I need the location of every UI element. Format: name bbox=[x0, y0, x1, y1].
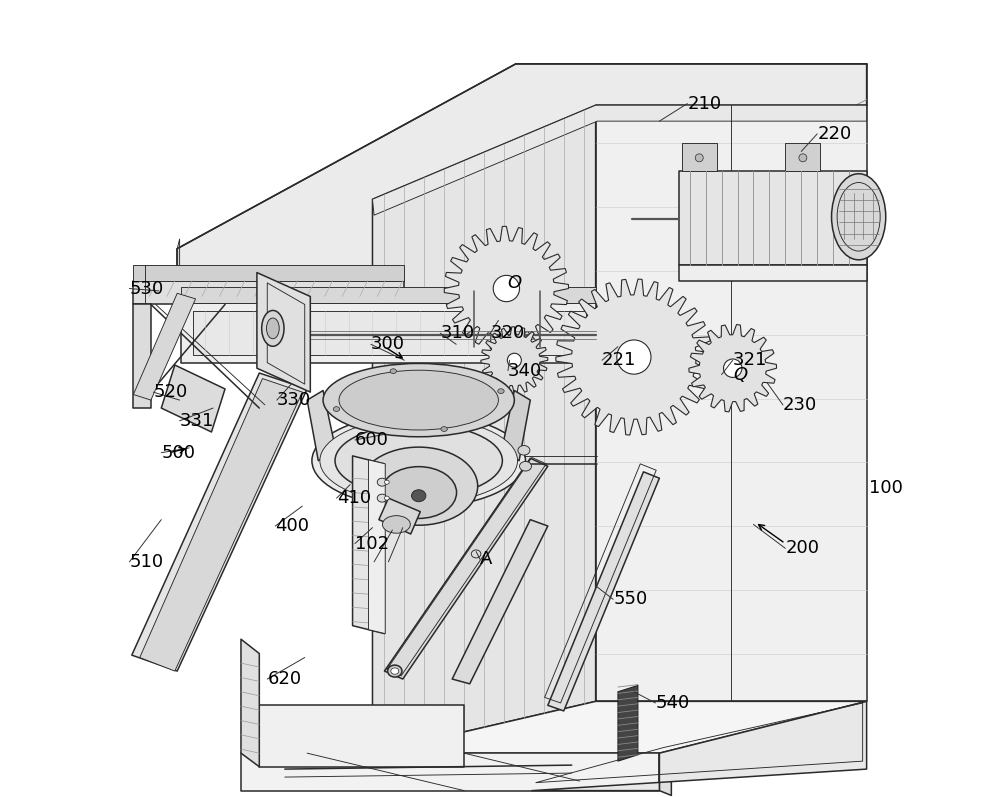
Text: 300: 300 bbox=[371, 336, 405, 353]
Polygon shape bbox=[259, 705, 464, 767]
Text: 400: 400 bbox=[275, 517, 309, 535]
Text: 321: 321 bbox=[733, 351, 767, 369]
Polygon shape bbox=[532, 701, 867, 791]
Polygon shape bbox=[133, 293, 196, 400]
Ellipse shape bbox=[312, 414, 526, 508]
Ellipse shape bbox=[381, 467, 457, 518]
Ellipse shape bbox=[441, 426, 447, 431]
Ellipse shape bbox=[266, 318, 279, 339]
Polygon shape bbox=[241, 639, 259, 767]
Ellipse shape bbox=[377, 494, 387, 502]
Text: 200: 200 bbox=[785, 540, 819, 557]
Polygon shape bbox=[481, 327, 548, 394]
Ellipse shape bbox=[832, 174, 886, 260]
Polygon shape bbox=[379, 498, 420, 534]
Polygon shape bbox=[133, 281, 404, 304]
Text: 100: 100 bbox=[869, 479, 903, 497]
Ellipse shape bbox=[320, 418, 518, 504]
Text: 550: 550 bbox=[613, 591, 647, 608]
Polygon shape bbox=[548, 472, 659, 711]
Polygon shape bbox=[353, 456, 384, 634]
Text: 220: 220 bbox=[817, 125, 851, 143]
Ellipse shape bbox=[518, 446, 530, 455]
Polygon shape bbox=[257, 273, 310, 392]
Polygon shape bbox=[181, 287, 596, 303]
Polygon shape bbox=[181, 303, 596, 363]
Ellipse shape bbox=[724, 359, 742, 378]
Polygon shape bbox=[679, 171, 867, 265]
Ellipse shape bbox=[498, 389, 504, 394]
Ellipse shape bbox=[390, 369, 396, 374]
Text: 221: 221 bbox=[602, 351, 636, 369]
Polygon shape bbox=[140, 379, 302, 671]
Text: 320: 320 bbox=[490, 324, 525, 342]
Text: 620: 620 bbox=[267, 670, 301, 688]
Ellipse shape bbox=[384, 496, 389, 501]
Polygon shape bbox=[618, 685, 638, 761]
Polygon shape bbox=[177, 239, 180, 279]
Text: 600: 600 bbox=[355, 431, 389, 449]
Text: 210: 210 bbox=[687, 95, 721, 112]
Text: 330: 330 bbox=[277, 391, 311, 409]
Text: 410: 410 bbox=[337, 489, 371, 507]
Ellipse shape bbox=[323, 363, 514, 437]
Text: 102: 102 bbox=[355, 535, 389, 552]
Polygon shape bbox=[682, 143, 717, 171]
Polygon shape bbox=[659, 753, 671, 795]
Polygon shape bbox=[372, 105, 596, 753]
Ellipse shape bbox=[507, 353, 521, 367]
Polygon shape bbox=[177, 64, 867, 279]
Text: 310: 310 bbox=[440, 324, 474, 342]
Ellipse shape bbox=[520, 461, 531, 471]
Polygon shape bbox=[368, 460, 385, 634]
Polygon shape bbox=[384, 458, 548, 679]
Polygon shape bbox=[193, 311, 586, 355]
Polygon shape bbox=[372, 701, 867, 753]
Text: Q: Q bbox=[734, 366, 748, 383]
Text: 520: 520 bbox=[153, 383, 188, 401]
Polygon shape bbox=[132, 373, 307, 671]
Ellipse shape bbox=[799, 154, 807, 162]
Text: 500: 500 bbox=[161, 444, 195, 461]
Text: 340: 340 bbox=[508, 362, 542, 379]
Ellipse shape bbox=[377, 478, 387, 486]
Ellipse shape bbox=[412, 489, 426, 502]
Ellipse shape bbox=[493, 276, 520, 302]
Ellipse shape bbox=[335, 424, 502, 497]
Polygon shape bbox=[502, 391, 530, 461]
Ellipse shape bbox=[388, 665, 402, 677]
Text: 510: 510 bbox=[129, 553, 164, 571]
Text: 540: 540 bbox=[655, 694, 690, 712]
Ellipse shape bbox=[695, 154, 703, 162]
Ellipse shape bbox=[262, 311, 284, 347]
Polygon shape bbox=[307, 391, 336, 461]
Ellipse shape bbox=[384, 480, 389, 485]
Polygon shape bbox=[161, 365, 225, 432]
Polygon shape bbox=[372, 105, 867, 215]
Ellipse shape bbox=[333, 406, 340, 411]
Ellipse shape bbox=[382, 516, 410, 533]
Polygon shape bbox=[452, 520, 548, 684]
Polygon shape bbox=[133, 304, 151, 408]
Polygon shape bbox=[241, 753, 659, 791]
Text: 230: 230 bbox=[783, 396, 817, 414]
Text: 331: 331 bbox=[180, 412, 214, 430]
Ellipse shape bbox=[617, 340, 651, 374]
Polygon shape bbox=[689, 324, 777, 412]
Ellipse shape bbox=[339, 370, 498, 430]
Ellipse shape bbox=[391, 668, 399, 674]
Polygon shape bbox=[679, 265, 867, 281]
Text: O: O bbox=[507, 274, 521, 292]
Polygon shape bbox=[596, 105, 867, 701]
Ellipse shape bbox=[360, 447, 478, 525]
Polygon shape bbox=[444, 226, 569, 351]
Polygon shape bbox=[133, 265, 404, 281]
Text: 530: 530 bbox=[129, 280, 164, 297]
Polygon shape bbox=[556, 279, 712, 435]
Text: A: A bbox=[480, 551, 492, 568]
Polygon shape bbox=[785, 143, 820, 171]
